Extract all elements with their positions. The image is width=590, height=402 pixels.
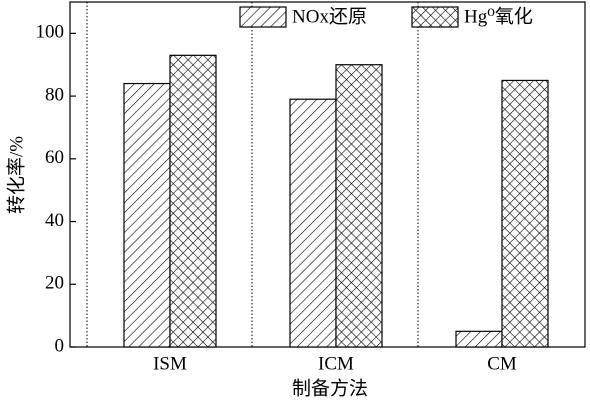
bar	[289, 98, 337, 348]
y-tick-label: 40	[45, 210, 64, 231]
y-tick-label: 100	[36, 22, 65, 43]
bar	[335, 64, 383, 348]
x-tick-label: ISM	[153, 353, 187, 374]
bar	[169, 54, 217, 348]
y-tick-label: 80	[45, 84, 64, 105]
x-axis-label: 制备方法	[292, 377, 368, 399]
legend-label: Hg⁰氧化	[464, 5, 533, 27]
y-tick-label: 0	[55, 335, 65, 356]
x-tick-label: ICM	[318, 353, 354, 374]
legend-swatch	[239, 6, 287, 28]
bar	[455, 330, 503, 348]
bar	[501, 79, 549, 348]
y-axis-label: 转化率/%	[5, 136, 27, 214]
y-tick-label: 60	[45, 147, 64, 168]
legend-label: NOx还原	[292, 5, 367, 27]
bar	[123, 82, 171, 348]
x-tick-label: CM	[487, 353, 517, 374]
legend-swatch	[411, 6, 459, 28]
y-tick-label: 20	[45, 273, 64, 294]
